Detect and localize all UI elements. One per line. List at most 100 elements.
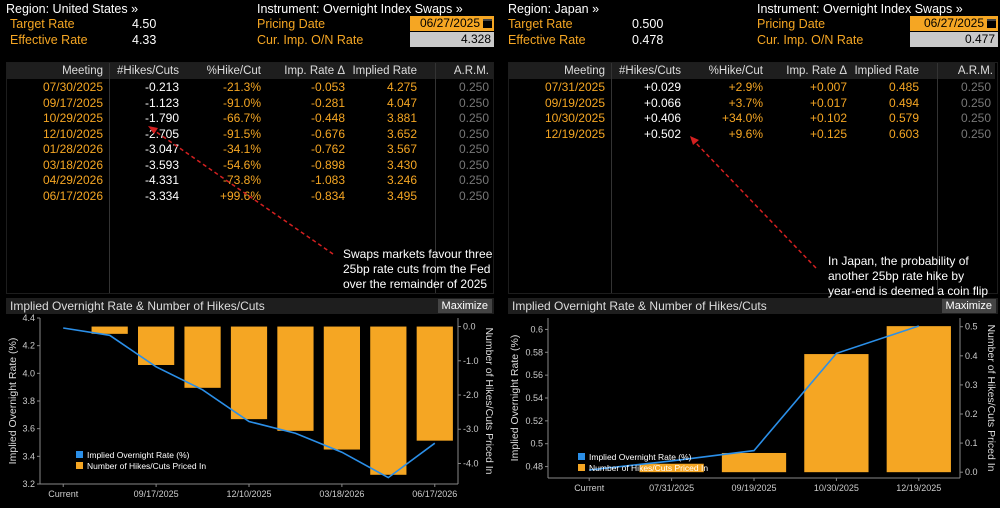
bar [184,326,221,388]
jp-imp-rate-label: Cur. Imp. O/N Rate [757,33,864,47]
table-row[interactable]: 10/29/2025 -1.790 -66.7% -0.448 3.881 0.250 [7,111,493,126]
table-row[interactable]: 03/18/2026 -3.593 -54.6% -0.898 3.430 0.250 [7,158,493,173]
cell-meeting-date: 12/19/2025 [544,126,605,141]
y2-tick-label: 0.4 [965,351,978,361]
table-row[interactable]: 07/31/2025 +0.029 +2.9% +0.007 0.485 0.250 [509,80,995,95]
jp-region-selector[interactable]: Region: Japan » [508,2,600,16]
table-row[interactable]: 10/30/2025 +0.406 +34.0% +0.102 0.579 0.250 [509,111,995,126]
y2-tick-label: 0.0 [463,322,476,332]
cell-implied-rate: 3.881 [386,111,417,125]
col-pct-hike-cut[interactable]: %Hike/Cut [206,65,261,77]
x-tick-label: 09/19/2025 [731,483,776,493]
cell-pct-hike-cut: -66.7% [222,111,261,125]
table-row[interactable]: 09/19/2025 +0.066 +3.7% +0.017 0.494 0.250 [509,96,995,111]
x-tick-label: Current [48,489,79,499]
cell-arm: 0.250 [458,111,489,125]
cell-imp-rate-delta: -0.676 [310,126,345,141]
cell-imp-rate-delta: -0.898 [310,157,345,172]
cell-meeting-date: 01/28/2026 [42,142,103,156]
cell-arm: 0.250 [458,126,489,141]
us-annotation-line: Swaps markets favour three [343,247,493,261]
jp-instrument-selector[interactable]: Instrument: Overnight Index Swaps » [757,2,963,16]
y2-tick-label: 0.5 [965,322,978,332]
x-tick-label: 10/30/2025 [814,483,859,493]
calendar-icon[interactable] [483,19,492,28]
x-tick-label: 12/10/2025 [226,489,271,499]
bar [91,326,128,334]
jp-meetings-table: Meeting #Hikes/Cuts %Hike/Cut Imp. Rate … [508,62,998,294]
legend-swatch-line [76,451,83,458]
jp-pricing-date-value: 06/27/2025 [923,16,984,30]
us-panel: Region: United States » Instrument: Over… [0,0,495,508]
col-arm[interactable]: A.R.M. [957,65,993,77]
y-axis-title: Implied Overnight Rate (%) [7,338,19,465]
bar [639,463,704,473]
y-tick-label: 0.52 [525,416,543,426]
us-header: Region: United States » Instrument: Over… [0,0,494,52]
x-tick-label: 03/18/2026 [319,489,364,499]
cell-pct-hike-cut: +9.6% [728,126,763,141]
col-hikes-cuts[interactable]: #Hikes/Cuts [117,65,179,77]
table-row[interactable]: 12/19/2025 +0.502 +9.6% +0.125 0.603 0.250 [509,127,995,142]
column-divider [611,63,612,293]
y2-tick-label: 0.2 [965,409,978,419]
jp-imp-rate-field: 0.477 [910,32,998,47]
y-tick-label: 3.6 [22,424,35,434]
y-tick-label: 4.0 [22,368,35,378]
col-meeting[interactable]: Meeting [564,65,605,77]
maximize-button[interactable]: Maximize [941,299,996,313]
cell-hikes-cuts: -3.593 [144,157,179,172]
x-tick-label: Current [574,483,605,493]
cell-hikes-cuts: +0.502 [643,126,681,141]
cell-meeting-date: 04/29/2026 [42,173,103,187]
y-axis-title: Implied Overnight Rate (%) [509,335,521,462]
us-imp-rate-field: 4.328 [410,32,494,47]
y2-tick-label: -3.0 [463,424,479,434]
us-instrument-selector[interactable]: Instrument: Overnight Index Swaps » [257,2,463,16]
arrow-line [151,128,334,255]
table-row[interactable]: 01/28/2026 -3.047 -34.1% -0.762 3.567 0.250 [7,142,493,157]
arrowhead-icon [690,136,699,145]
cell-hikes-cuts: +0.066 [643,95,681,110]
cell-meeting-date: 10/30/2025 [544,111,605,125]
cell-pct-hike-cut: +3.7% [728,95,763,110]
bar [804,354,869,473]
cell-meeting-date: 06/17/2026 [42,188,103,203]
col-hikes-cuts[interactable]: #Hikes/Cuts [619,65,681,77]
table-row[interactable]: 07/30/2025 -0.213 -21.3% -0.053 4.275 0.250 [7,80,493,95]
y2-tick-label: 0.0 [965,467,978,477]
legend-swatch-bar [578,464,585,471]
table-row[interactable]: 04/29/2026 -4.331 -73.8% -1.083 3.246 0.250 [7,173,493,188]
cell-meeting-date: 09/19/2025 [544,95,605,110]
col-imp-rate-delta[interactable]: Imp. Rate Δ [284,65,345,77]
y2-tick-label: 0.1 [965,438,978,448]
col-meeting[interactable]: Meeting [62,65,103,77]
us-chart-title-text: Implied Overnight Rate & Number of Hikes… [10,299,265,313]
bar [277,326,314,431]
us-pricing-date-field[interactable]: 06/27/2025 [410,16,494,31]
col-implied-rate[interactable]: Implied Rate [352,65,417,77]
col-arm[interactable]: A.R.M. [453,65,489,77]
cell-meeting-date: 10/29/2025 [42,111,103,125]
jp-annotation-line: another 25bp rate hike by [828,269,965,283]
col-pct-hike-cut[interactable]: %Hike/Cut [708,65,763,77]
us-pricing-label: Pricing Date [257,17,326,31]
table-row[interactable]: 06/17/2026 -3.334 +99.6% -0.834 3.495 0.250 [7,189,493,204]
cell-meeting-date: 12/10/2025 [42,126,103,141]
us-effective-value: 4.33 [132,33,157,47]
col-imp-rate-delta[interactable]: Imp. Rate Δ [786,65,847,77]
calendar-icon[interactable] [987,19,996,28]
col-implied-rate[interactable]: Implied Rate [854,65,919,77]
cell-hikes-cuts: +0.406 [643,111,681,125]
table-row[interactable]: 09/17/2025 -1.123 -91.0% -0.281 4.047 0.250 [7,96,493,111]
us-region-selector[interactable]: Region: United States » [6,2,139,16]
us-effective-label: Effective Rate [10,33,88,47]
legend-label: Implied Overnight Rate (%) [87,450,190,460]
cell-arm: 0.250 [960,95,991,110]
jp-pricing-date-field[interactable]: 06/27/2025 [910,16,998,31]
y-tick-label: 0.5 [530,439,543,449]
jp-chart-svg: 0.6 0.58 0.56 0.54 0.52 0.5 0.48 0.5 0.4 0.3 0.2 0.… [509,318,997,493]
table-row[interactable]: 12/10/2025 -2.705 -91.5% -0.676 3.652 0.250 [7,127,493,142]
maximize-button[interactable]: Maximize [437,299,492,313]
x-tick-label: 12/19/2025 [896,483,941,493]
